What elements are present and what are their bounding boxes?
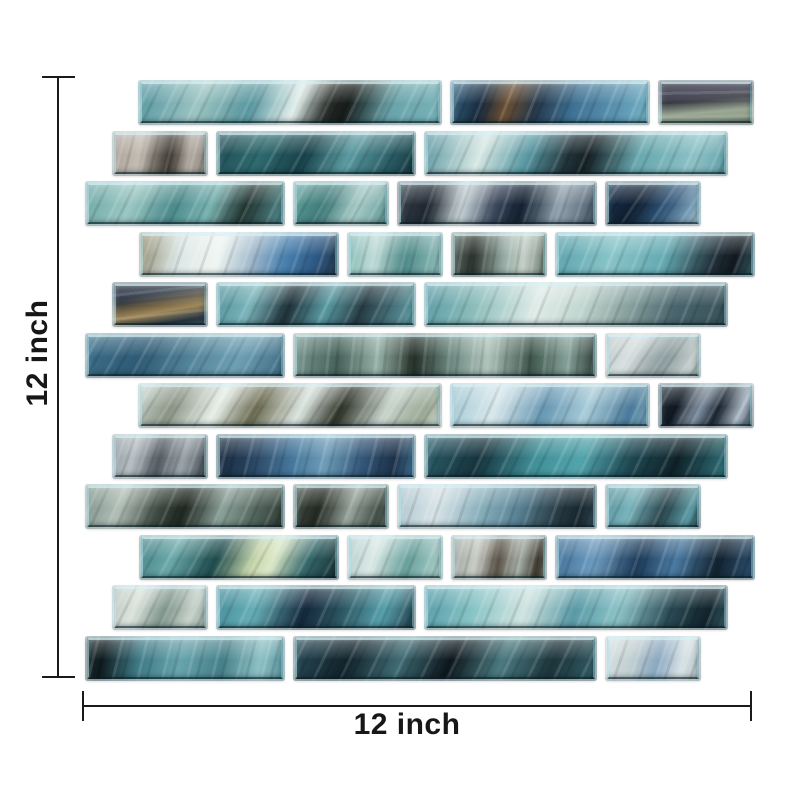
tile-row — [112, 131, 728, 176]
glass-tile — [605, 636, 701, 681]
horizontal-dimension-right-tick — [750, 691, 752, 721]
glass-tile — [138, 383, 442, 428]
glass-tile — [658, 80, 754, 125]
glass-tile — [216, 282, 416, 327]
vertical-dimension-line — [57, 76, 59, 678]
glass-tile — [112, 434, 208, 479]
tile-row — [138, 383, 754, 428]
tile-sheet — [0, 80, 800, 690]
glass-tile — [605, 333, 701, 378]
glass-tile — [85, 636, 285, 681]
glass-tile — [216, 131, 416, 176]
tile-row — [85, 636, 701, 681]
tile-row — [85, 333, 701, 378]
horizontal-dimension-line — [82, 705, 752, 707]
glass-tile — [85, 333, 285, 378]
vertical-dimension-top-tick — [42, 76, 75, 78]
tile-row — [112, 282, 728, 327]
glass-tile — [424, 131, 728, 176]
glass-tile — [293, 333, 597, 378]
horizontal-dimension-label: 12 inch — [353, 708, 461, 741]
glass-tile — [139, 232, 339, 277]
glass-tile — [424, 434, 728, 479]
glass-tile — [555, 232, 755, 277]
glass-tile — [216, 585, 416, 630]
glass-tile — [112, 131, 208, 176]
glass-tile — [85, 181, 285, 226]
tile-row — [112, 434, 728, 479]
glass-tile — [293, 181, 389, 226]
tile-row — [138, 80, 754, 125]
glass-tile — [424, 282, 728, 327]
glass-tile — [347, 535, 443, 580]
glass-tile — [450, 80, 650, 125]
tile-row — [139, 232, 755, 277]
tile-row — [85, 484, 701, 529]
glass-tile — [397, 484, 597, 529]
glass-tile — [293, 484, 389, 529]
glass-tile — [451, 232, 547, 277]
glass-tile — [112, 282, 208, 327]
glass-tile — [112, 585, 208, 630]
glass-tile — [347, 232, 443, 277]
glass-tile — [605, 181, 701, 226]
glass-tile — [450, 383, 650, 428]
glass-tile — [605, 484, 701, 529]
glass-tile — [658, 383, 754, 428]
glass-tile — [451, 535, 547, 580]
vertical-dimension-bottom-tick — [42, 676, 75, 678]
glass-tile — [216, 434, 416, 479]
horizontal-dimension-left-tick — [82, 691, 84, 721]
glass-tile — [397, 181, 597, 226]
glass-tile — [138, 80, 442, 125]
glass-tile — [85, 484, 285, 529]
glass-tile — [555, 535, 755, 580]
tile-row — [112, 585, 728, 630]
glass-tile — [424, 585, 728, 630]
tile-row — [85, 181, 701, 226]
tile-row — [139, 535, 755, 580]
glass-tile — [293, 636, 597, 681]
glass-tile — [139, 535, 339, 580]
